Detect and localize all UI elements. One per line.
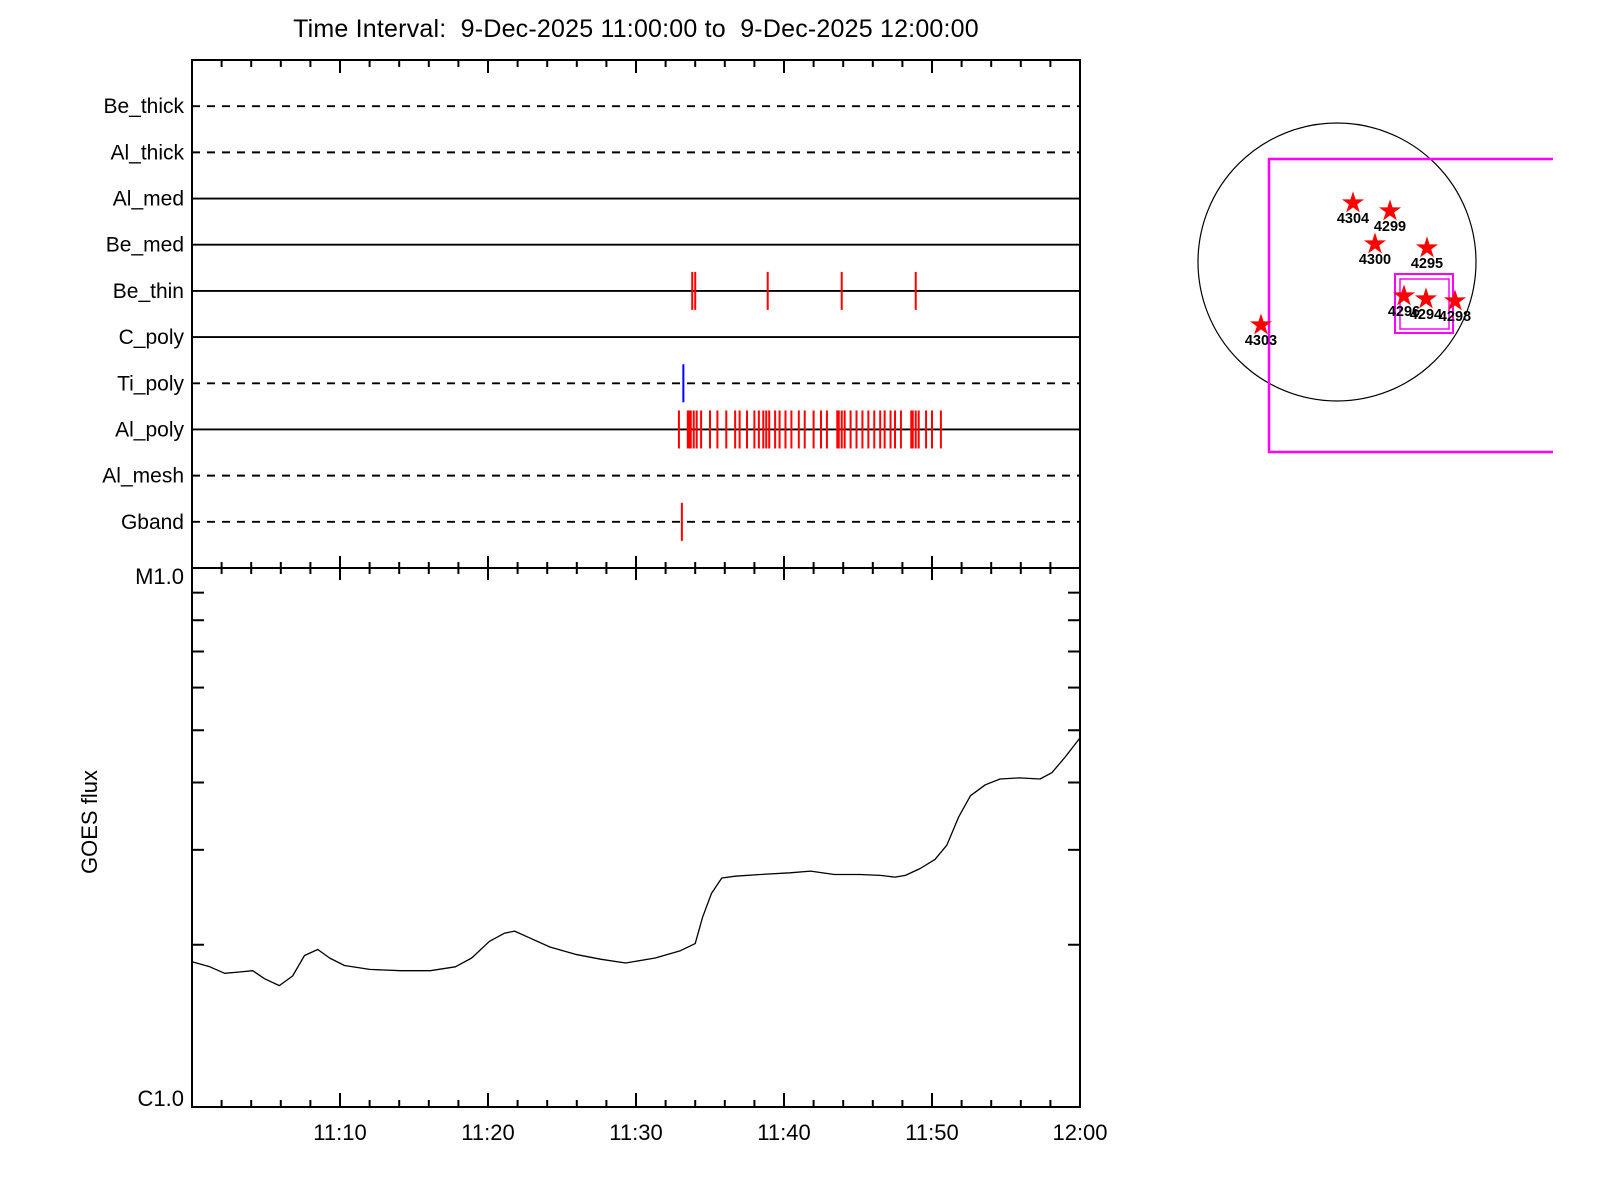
goes-flux-curve — [191, 737, 1081, 987]
star-4295 — [1415, 236, 1439, 258]
star-label-4295: 4295 — [1411, 256, 1443, 272]
target-rect-inner — [1399, 278, 1450, 330]
x-tick-label: 11:30 — [609, 1120, 662, 1145]
goes-y-axis-label: GOES flux — [77, 770, 102, 874]
row-label-Be_med: Be_med — [106, 234, 184, 257]
row-label-Al_mesh: Al_mesh — [102, 465, 184, 488]
star-4300 — [1363, 232, 1387, 254]
x-tick-label: 12:00 — [1052, 1120, 1107, 1145]
x-tick-label: 11:50 — [905, 1120, 958, 1145]
star-4294 — [1414, 287, 1438, 309]
row-label-Al_poly: Al_poly — [115, 418, 184, 441]
chart-title: Time Interval: 9-Dec-2025 11:00:00 to 9-… — [293, 15, 979, 43]
star-4298 — [1443, 289, 1467, 311]
fov-rect — [1267, 157, 1553, 454]
row-label-C_poly: C_poly — [119, 326, 185, 349]
star-label-4304: 4304 — [1337, 211, 1369, 227]
star-label-4303: 4303 — [1245, 333, 1277, 349]
star-label-4298: 4298 — [1439, 309, 1471, 325]
row-label-Al_med: Al_med — [113, 188, 184, 211]
x-tick-label: 11:20 — [461, 1120, 514, 1145]
row-label-Be_thick: Be_thick — [103, 95, 184, 118]
time-axis-ticks — [191, 60, 1081, 1107]
solar-disk — [1197, 122, 1477, 402]
star-4304 — [1341, 191, 1365, 213]
star-4296 — [1392, 284, 1416, 306]
goes-ytick-top: M1.0 — [135, 564, 184, 589]
row-label-Ti_poly: Ti_poly — [117, 372, 184, 395]
row-label-Gband: Gband — [121, 511, 184, 534]
row-label-Al_thick: Al_thick — [110, 141, 184, 164]
star-4299 — [1378, 199, 1402, 221]
star-label-4294: 4294 — [1410, 307, 1442, 323]
x-tick-label: 11:10 — [313, 1120, 366, 1145]
goes-ytick-bottom: C1.0 — [137, 1086, 184, 1111]
goes-panel-frame — [191, 567, 1081, 1108]
star-label-4299: 4299 — [1374, 219, 1406, 235]
row-label-Be_thin: Be_thin — [113, 280, 184, 303]
star-label-4296: 4296 — [1388, 304, 1420, 320]
star-label-4300: 4300 — [1359, 252, 1391, 268]
goes-log-ticks — [192, 591, 1080, 946]
star-4303 — [1249, 313, 1273, 335]
timeline-panel-frame — [191, 59, 1081, 569]
x-tick-label: 11:40 — [757, 1120, 810, 1145]
